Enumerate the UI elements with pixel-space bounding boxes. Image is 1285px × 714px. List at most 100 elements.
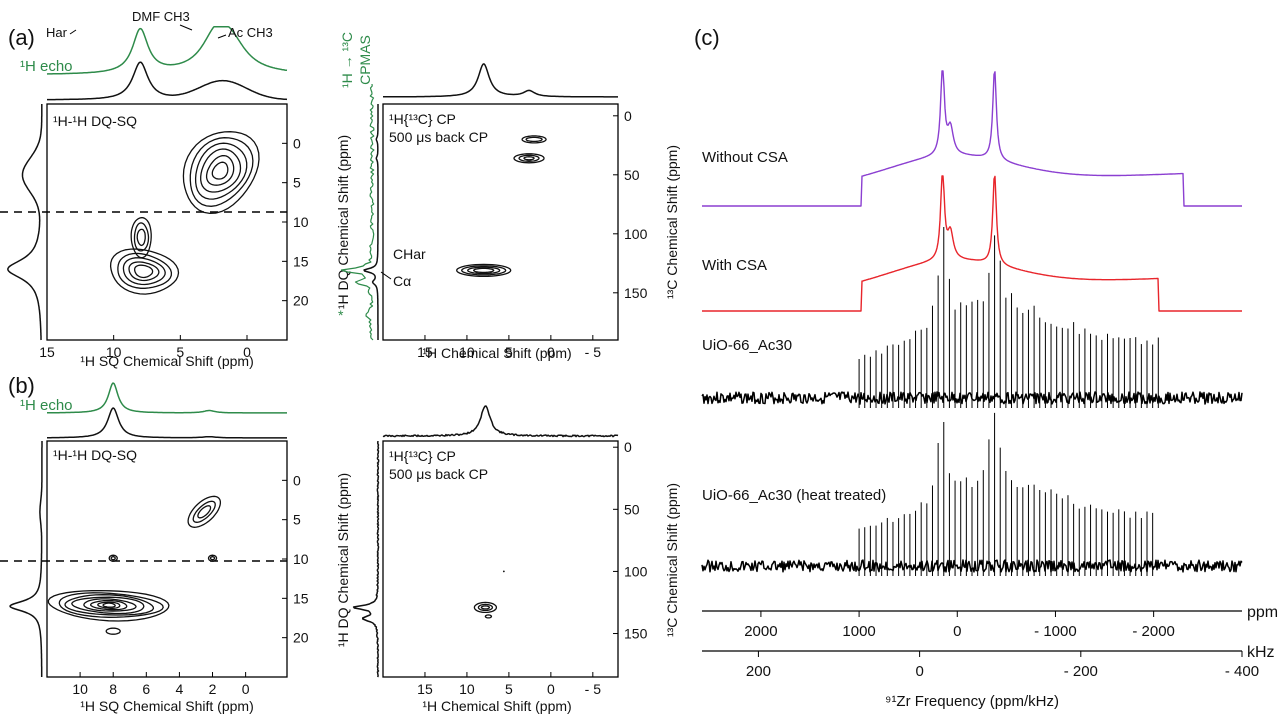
- a-cp-xtick-label-2: 5: [505, 344, 513, 360]
- a-dq-ytick-label-0: 0: [293, 135, 301, 151]
- b-dq-contour-aromatic-1: [58, 592, 164, 618]
- a-13c-projection: [363, 104, 379, 340]
- b-dq-ytick-label-0: 0: [293, 472, 301, 488]
- b-dq-xtick-label-3: 4: [176, 681, 184, 697]
- a-label-har: Har: [46, 25, 68, 40]
- c-trace-ac30: [701, 226, 1243, 408]
- c-ppm-tick-label-4: - 2000: [1132, 623, 1175, 640]
- a-cp-contour-dmf-0: [513, 153, 545, 164]
- b-dq-ytick-label-4: 20: [293, 630, 309, 646]
- a-dq-contour-methyl-2: [194, 142, 248, 200]
- a-cp-inner-label-2: 500 μs back CP: [389, 129, 488, 145]
- b-cp-ytick-label-2: 100: [624, 563, 648, 579]
- a-ac-pointer: [217, 34, 227, 39]
- b-cp-noise-dot: [502, 570, 505, 573]
- a-dq-contour-aromatic-upper-0: [130, 217, 152, 259]
- a-dq-xtick-label-2: 5: [176, 344, 184, 360]
- b-cp-inner-label-1: ¹H{¹³C} CP: [389, 448, 456, 464]
- c-label-without-csa: Without CSA: [702, 149, 788, 166]
- b-dq-contour-aromatic-7: [102, 602, 116, 608]
- a-dq-ytick-label-4: 20: [293, 293, 309, 309]
- a-cp-inner-label-1: ¹H{¹³C} CP: [389, 111, 456, 127]
- b-cp-xticks: 15 10 5 0 - 5: [417, 672, 601, 697]
- b-cp-xlabel: ¹H Chemical Shift (ppm): [422, 698, 571, 714]
- b-dq-xtick-label-0: 10: [72, 681, 88, 697]
- a-cp-contour-aromatic-1: [460, 265, 507, 276]
- c-khz-tick-label-0: 200: [746, 663, 771, 680]
- c-khz-tick-label-1: 0: [915, 663, 923, 680]
- c-khz-tick-label-3: - 400: [1225, 663, 1259, 680]
- a-label-ca: Cα: [393, 273, 411, 289]
- a-cp-contour-ac-1: [525, 136, 543, 143]
- b-13c-projection: [352, 441, 380, 678]
- b-cp-contours: [473, 570, 505, 619]
- a-dq-contour-methyl-3: [200, 148, 242, 193]
- a-dmf-pointer: [179, 24, 193, 31]
- b-cp-yticks: 0 50 100 150: [613, 439, 648, 642]
- a-cpmas-label-1: ¹H → ¹³C: [339, 32, 355, 88]
- b-sq-projection: [47, 407, 287, 439]
- c-khz-tick-label-2: - 200: [1064, 663, 1098, 680]
- a-dq-contour-methyl-0: [182, 131, 260, 215]
- b-dq-ytick-label-3: 15: [293, 590, 309, 606]
- a-dq-inner-label: ¹H-¹H DQ-SQ: [53, 113, 137, 129]
- b-dq-inner-label: ¹H-¹H DQ-SQ: [53, 447, 137, 463]
- b-dq-xtick-label-1: 8: [109, 681, 117, 697]
- b-cp-inner-label-2: 500 μs back CP: [389, 466, 488, 482]
- a-cp-ytick-label-1: 50: [624, 167, 640, 183]
- a-dq-contour-methyl-1: [189, 137, 254, 207]
- b-dq-contours: [47, 495, 222, 635]
- a-dq-contours: [109, 131, 260, 295]
- b-cp-ytick-label-3: 150: [624, 626, 648, 642]
- a-dq-xtick-label-3: 0: [243, 344, 251, 360]
- a-sq-projection: [47, 61, 288, 101]
- b-cp-frame: [382, 440, 619, 678]
- c-label-ac30: UiO-66_Ac30: [702, 337, 792, 354]
- b-dq-contour-small-0: [108, 554, 118, 562]
- panel-c-label: (c): [694, 25, 720, 50]
- b-dq-xtick-label-4: 2: [209, 681, 217, 697]
- a-dq-contour-methyl-4: [205, 154, 235, 186]
- c-trace-without-csa: [702, 70, 1242, 207]
- b-echo-trace: [47, 382, 287, 414]
- a-cp-xtick-label-3: 0: [547, 344, 555, 360]
- b-cp-contour-aromatic-lower: [484, 614, 493, 619]
- b-cp-xtick-label-2: 5: [505, 681, 513, 697]
- b-dq-ytick-label-1: 5: [293, 512, 301, 528]
- a-label-dmf: DMF CH3: [132, 9, 190, 24]
- b-dq-frame: [46, 440, 288, 678]
- b-dq-xtick-label-2: 6: [142, 681, 150, 697]
- a-dq-ylabel: ¹H DQ Chemical Shift (ppm): [335, 135, 351, 309]
- b-dq-contour-aromatic-5: [90, 599, 128, 611]
- a-cp-xlabel: ¹H Chemical Shift (ppm): [422, 345, 571, 361]
- c-ppm-tick-label-0: 2000: [744, 623, 777, 640]
- a-cp-ytick-label-0: 0: [624, 108, 632, 124]
- a-cp-frame: [382, 103, 619, 341]
- a-cp-contour-aromatic-2: [466, 266, 501, 275]
- c-ppm-tick-label-1: 1000: [842, 623, 875, 640]
- panel-b-label: (b): [8, 373, 35, 398]
- b-dq-contour-small-inner-0: [110, 556, 116, 561]
- b-dq-xticks: 10 8 6 4 2 0: [72, 672, 250, 697]
- a-dq-yticks: 0 5 10 15 20: [282, 135, 309, 309]
- a-dq-xtick-label-1: 10: [106, 344, 122, 360]
- a-cpmas-label-2: CPMAS: [357, 35, 373, 85]
- a-dq-ytick-label-2: 10: [293, 214, 309, 230]
- a-cp-contour-ac-0: [521, 135, 547, 144]
- b-dq-contour-methyl-2: [197, 505, 212, 519]
- a-cp-contours: [456, 135, 547, 278]
- b-cp-1h-projection: [382, 405, 619, 438]
- b-cp-xtick-label-0: 15: [417, 681, 433, 697]
- a-label-star: *: [338, 307, 344, 323]
- a-dq-contour-aromatic-4: [133, 264, 154, 279]
- a-dq-ytick-label-3: 15: [293, 253, 309, 269]
- c-khz-ticks: 200 0 - 200 - 400: [746, 651, 1259, 680]
- b-dq-ytick-label-2: 10: [293, 551, 309, 567]
- a-cp-yticks: 0 50 100 150: [613, 108, 648, 301]
- c-khz-unit: kHz: [1247, 644, 1275, 661]
- b-dq-contour-methyl-0: [187, 495, 222, 528]
- b-echo-label: ¹H echo: [20, 397, 73, 414]
- a-cp-ytick-label-2: 100: [624, 226, 648, 242]
- a-cp-xticks: 15 10 5 0 - 5: [417, 335, 601, 360]
